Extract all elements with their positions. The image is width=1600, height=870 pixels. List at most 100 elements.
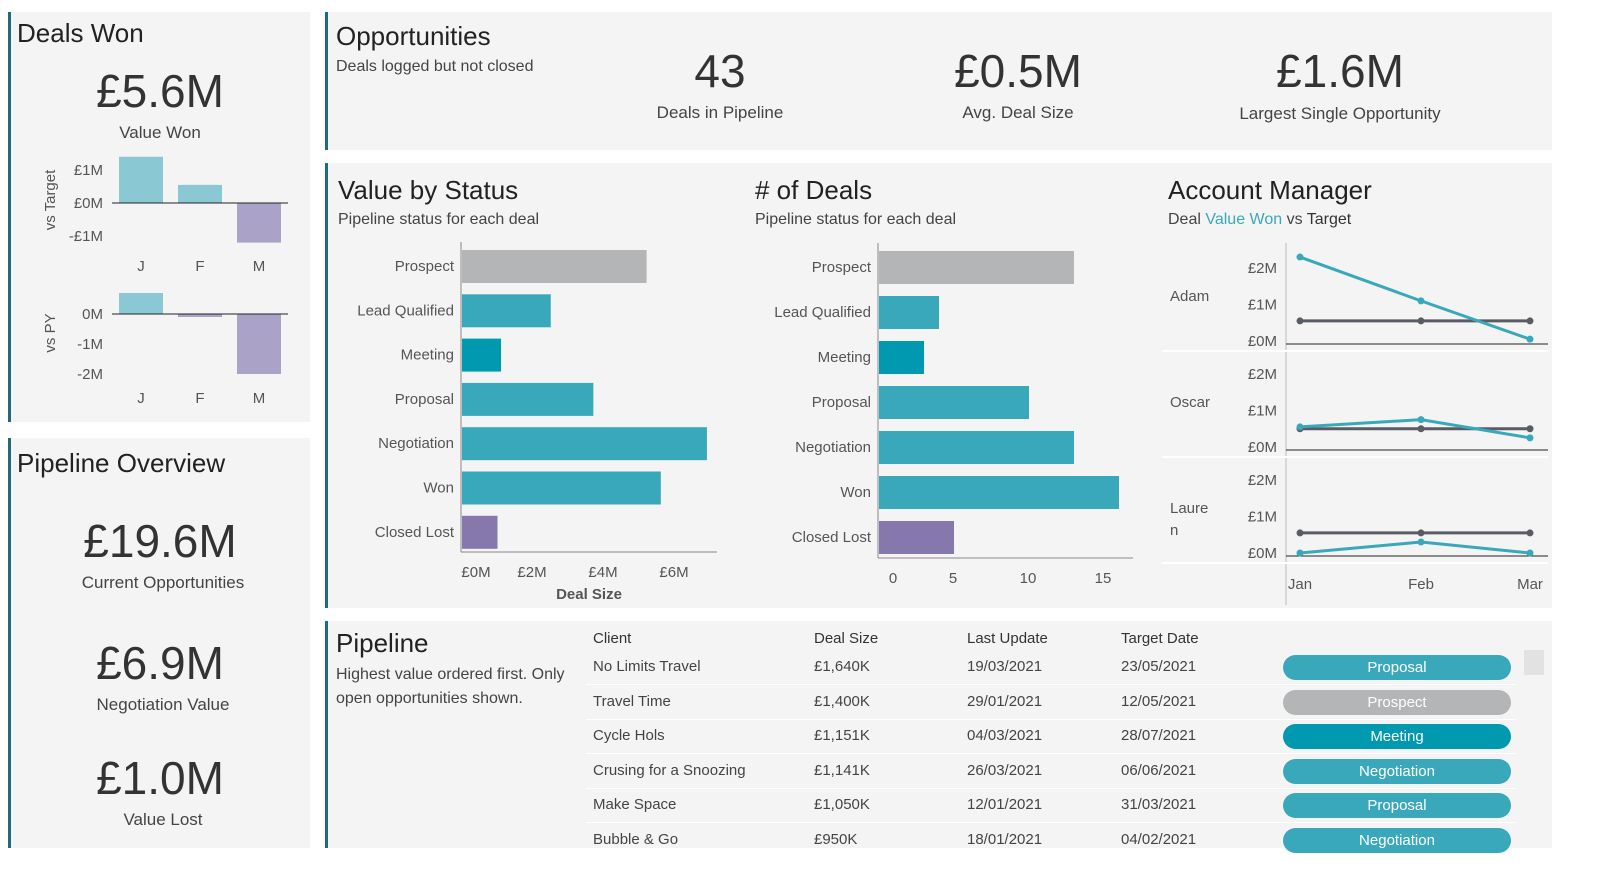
column-header-target-date[interactable]: Target Date [1121, 630, 1199, 647]
negotiation-value-label: Negotiation Value [96, 695, 230, 714]
target-date-cell: 23/05/2021 [1121, 658, 1197, 675]
last-update-cell: 26/03/2021 [967, 761, 1043, 779]
deals-in-pipeline-kpi: 43 [694, 45, 746, 97]
category-label: Meeting [401, 347, 454, 364]
target-date-cell: 31/03/2021 [1121, 796, 1197, 814]
value-won-point [1526, 549, 1534, 557]
bar [879, 521, 954, 554]
value-won-line [1299, 540, 1531, 555]
month-label: F [195, 390, 204, 407]
category-label: Closed Lost [375, 524, 455, 541]
value-won-kpi: £5.6M [96, 65, 224, 117]
value-by-status-subtitle: Pipeline status for each deal [338, 211, 540, 228]
status-badge[interactable]: Negotiation [1283, 828, 1511, 853]
tick-label: 15 [1095, 570, 1112, 587]
bar [119, 156, 163, 203]
num-deals-title: # of Deals [755, 175, 873, 205]
category-label: Lead Qualified [774, 304, 871, 321]
bar [462, 382, 594, 416]
bar [178, 184, 222, 203]
table-row[interactable] [586, 719, 1516, 755]
bar [879, 341, 924, 374]
value-won-line [1299, 255, 1531, 341]
largest-opportunity-label: Largest Single Opportunity [1239, 104, 1441, 123]
column-header-client[interactable]: Client [593, 630, 632, 647]
category-label: Won [423, 480, 454, 497]
negotiation-value-kpi: £6.9M [96, 637, 224, 689]
value-won-point [1417, 538, 1425, 546]
column-header-deal-size[interactable]: Deal Size [814, 630, 879, 647]
last-update-cell: 18/01/2021 [967, 831, 1043, 848]
opportunities-subtitle: Deals logged but not closed [336, 58, 534, 75]
opportunities-title: Opportunities [336, 21, 491, 51]
table-row[interactable] [586, 650, 1516, 685]
last-update-cell: 12/01/2021 [967, 796, 1043, 814]
tick-label: 0M [82, 306, 103, 323]
subtitle-mid: vs [1282, 211, 1307, 228]
category-label: Lead Qualified [357, 302, 454, 319]
category-label: Prospect [812, 259, 872, 276]
status-badge[interactable]: Proposal [1283, 793, 1511, 819]
client-cell: Crusing for a Snoozing [593, 761, 746, 779]
value-won-label: Value Won [119, 123, 201, 142]
bar [237, 314, 281, 374]
value-won-legend: Value Won [1205, 211, 1283, 228]
table-row[interactable] [586, 823, 1516, 858]
status-badge[interactable]: Proposal [1283, 655, 1511, 680]
subtitle-pre: Deal [1168, 211, 1206, 228]
table-row[interactable] [586, 685, 1516, 720]
pipeline-subtitle: Highest value ordered first. Only open o… [336, 666, 565, 707]
last-update-cell: 04/03/2021 [967, 727, 1043, 745]
target-point [1417, 529, 1425, 537]
tick-label: £0M [74, 195, 103, 212]
tick-label: £1M [74, 162, 103, 179]
column-header-last-update[interactable]: Last Update [967, 630, 1048, 647]
target-point [1526, 529, 1534, 537]
status-badge[interactable]: Prospect [1283, 689, 1511, 715]
client-cell: Bubble & Go [593, 831, 679, 848]
avg-deal-size-kpi: £0.5M [954, 45, 1082, 97]
bar [879, 296, 939, 329]
last-update-cell: 19/03/2021 [967, 658, 1043, 675]
tick-label: £1M [1248, 509, 1277, 526]
opportunities-panel [325, 12, 1552, 150]
tick-label: £2M [517, 564, 546, 581]
tick-label: £0M [461, 564, 490, 581]
bar [879, 386, 1029, 419]
status-badge[interactable]: Negotiation [1283, 758, 1511, 784]
bar [462, 294, 551, 328]
x-axis-label: Deal Size [556, 586, 622, 603]
value-won-point [1417, 416, 1425, 424]
account-manager-subtitle: Deal Value Won vs Target [1168, 211, 1351, 229]
current-opportunities-label: Current Opportunities [81, 573, 245, 592]
table-scrollbar[interactable] [1524, 650, 1544, 675]
deals-in-pipeline-label: Deals in Pipeline [656, 103, 784, 122]
category-label: Negotiation [795, 439, 871, 456]
month-label: Jan [1288, 576, 1312, 593]
last-update-cell: 29/01/2021 [967, 692, 1043, 710]
value-won-point [1296, 253, 1304, 261]
target-point [1296, 529, 1304, 537]
target-legend: Target [1306, 211, 1352, 228]
target-date-cell: 04/02/2021 [1121, 831, 1197, 848]
table-row[interactable] [586, 788, 1516, 824]
value-lost-kpi: £1.0M [96, 752, 224, 804]
deal-size-cell: £1,400K [814, 692, 870, 710]
value-won-point [1296, 423, 1304, 431]
tick-label: £2M [1248, 472, 1277, 489]
tick-label: £0M [1248, 439, 1277, 456]
table-row[interactable] [586, 754, 1516, 789]
value-by-status-title: Value by Status [338, 175, 519, 205]
account-manager-name: Laure [1170, 500, 1208, 517]
category-label: Negotiation [378, 435, 454, 452]
value-won-point [1417, 297, 1425, 305]
y-axis-label: vs Target [42, 169, 59, 230]
value-won-point [1526, 335, 1534, 343]
target-point [1296, 317, 1304, 325]
bar [879, 431, 1074, 464]
status-badge[interactable]: Meeting [1283, 724, 1511, 750]
bar [237, 203, 281, 243]
tick-label: 10 [1020, 570, 1037, 587]
largest-opportunity-kpi: £1.6M [1276, 45, 1404, 97]
